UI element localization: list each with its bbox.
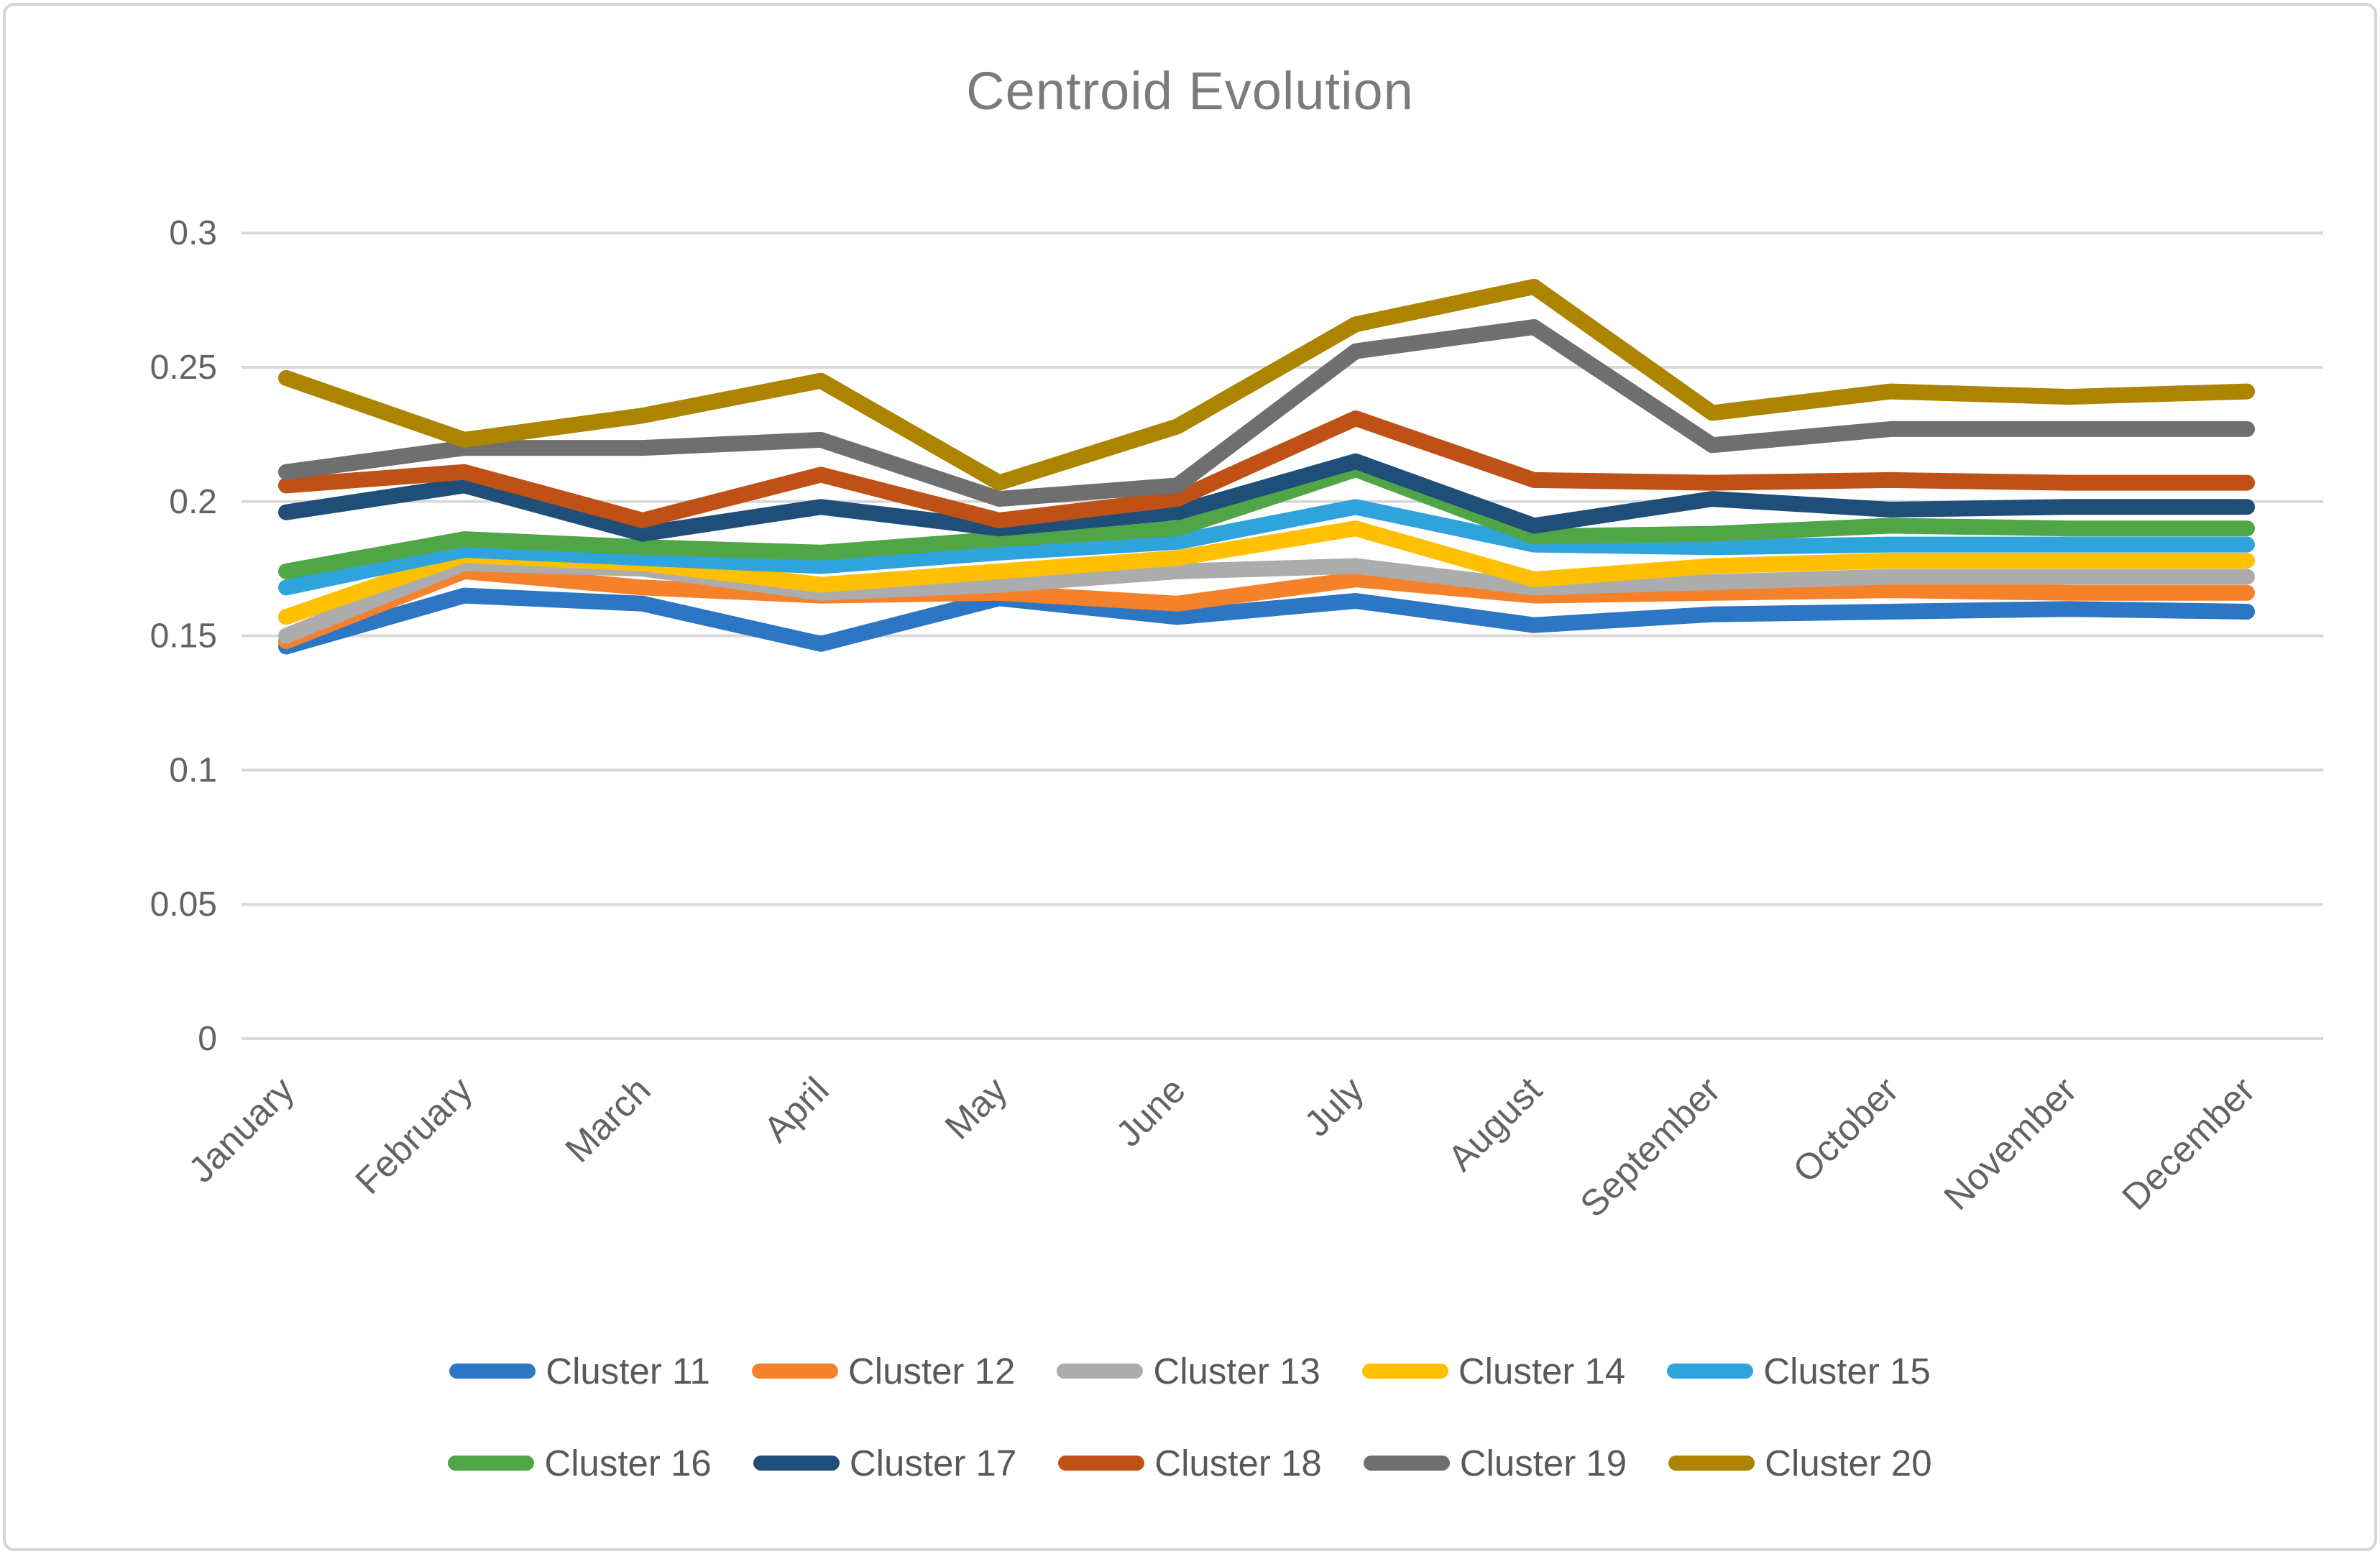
legend-label: Cluster 17 [849,1443,1017,1484]
x-axis-tick-label: March [557,1069,658,1170]
y-axis-tick-label: 0.2 [169,483,217,521]
svg-text:June: June [1108,1069,1193,1154]
legend-label: Cluster 12 [847,1351,1016,1392]
svg-text:January: January [180,1069,302,1190]
y-axis-tick-label: 0.3 [169,214,217,252]
svg-text:November: November [1936,1069,2085,1218]
x-axis-tick-label: December [2114,1069,2263,1218]
legend-label: Cluster 11 [546,1351,710,1392]
x-axis-tick-label: August [1440,1069,1550,1179]
svg-text:October: October [1785,1069,1906,1190]
legend-swatch-icon [1058,1456,1145,1471]
legend-swatch-icon [449,1364,536,1379]
legend-label: Cluster 14 [1458,1351,1626,1392]
x-axis-tick-label: July [1296,1069,1372,1144]
series-line-cluster-19 [278,319,2255,507]
legend-swatch-icon [1668,1456,1755,1471]
x-axis-tick-label: June [1108,1069,1193,1154]
legend-swatch-icon [1667,1364,1754,1379]
y-axis-tick-label: 0.15 [150,617,217,656]
series-line-cluster-20 [278,278,2255,491]
svg-text:March: March [557,1069,658,1170]
legend-item-cluster-16: Cluster 16 [448,1442,712,1484]
svg-text:December: December [2114,1069,2263,1218]
x-axis-tick-label: February [347,1069,480,1202]
legend-label: Cluster 18 [1154,1443,1322,1484]
legend-swatch-icon [1363,1456,1450,1471]
series-line-cluster-16 [278,461,2255,579]
legend-item-cluster-18: Cluster 18 [1058,1442,1322,1484]
legend-swatch-icon [1361,1364,1448,1379]
legend-label: Cluster 15 [1763,1351,1931,1392]
legend-item-cluster-12: Cluster 12 [751,1350,1016,1392]
y-axis-tick-label: 0.1 [169,751,217,789]
svg-text:February: February [347,1069,480,1202]
x-axis-tick-label: November [1936,1069,2085,1218]
x-axis-tick-label: April [755,1069,836,1149]
series-line-cluster-15 [278,499,2255,596]
legend-swatch-icon [751,1364,838,1379]
series-line-cluster-12 [278,563,2255,650]
legend-swatch-icon [1057,1364,1144,1379]
legend-label: Cluster 20 [1765,1443,1932,1484]
legend-item-cluster-20: Cluster 20 [1668,1442,1932,1484]
legend-label: Cluster 19 [1459,1443,1627,1484]
chart-legend-row-1: Cluster 11 Cluster 12 Cluster 13 Cluster 14… [0,1350,2380,1392]
series-line-cluster-11 [278,587,2255,655]
y-axis-tick-label: 0.25 [150,349,217,387]
legend-swatch-icon [753,1456,840,1471]
legend-label: Cluster 16 [544,1443,712,1484]
y-axis-tick-label: 0 [198,1020,217,1058]
svg-text:July: July [1296,1069,1372,1144]
legend-item-cluster-13: Cluster 13 [1057,1350,1320,1392]
svg-text:May: May [937,1069,1015,1147]
legend-label: Cluster 13 [1153,1351,1320,1392]
series-line-cluster-17 [278,453,2255,542]
chart-title: Centroid Evolution [966,61,1414,121]
x-axis-tick-label: October [1785,1069,1906,1190]
legend-item-cluster-14: Cluster 14 [1361,1350,1626,1392]
legend-item-cluster-17: Cluster 17 [753,1442,1016,1484]
svg-text:September: September [1572,1069,1728,1225]
x-axis-tick-label: January [180,1069,302,1190]
svg-text:August: August [1440,1069,1550,1179]
y-axis-tick-label: 0.05 [150,886,217,924]
chart-canvas-frame [3,3,2377,1551]
legend-swatch-icon [448,1456,535,1471]
legend-item-cluster-15: Cluster 15 [1667,1350,1931,1392]
x-axis-tick-label: May [937,1069,1015,1147]
x-axis-tick-label: September [1572,1069,1728,1225]
series-line-cluster-18 [278,410,2255,528]
svg-text:April: April [755,1069,836,1149]
legend-item-cluster-19: Cluster 19 [1363,1442,1627,1484]
chart-legend-row-2: Cluster 16 Cluster 17 Cluster 18 Cluster 19… [0,1442,2380,1484]
legend-item-cluster-11: Cluster 11 [449,1350,710,1392]
